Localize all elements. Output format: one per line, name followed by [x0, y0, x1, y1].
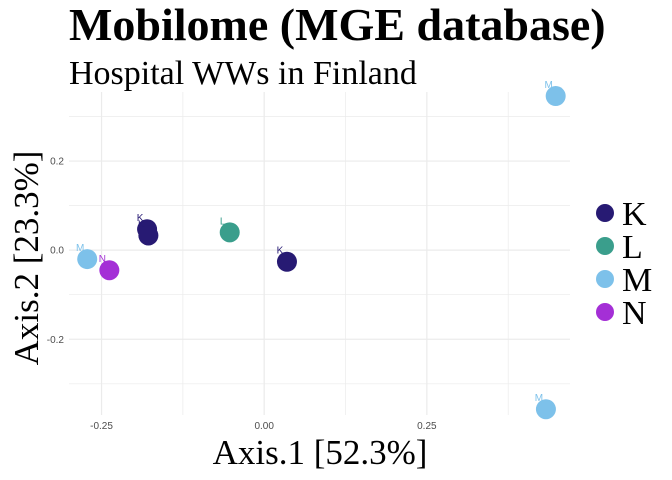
x-tick-label: -0.25: [90, 421, 113, 432]
y-tick-label: 0.0: [50, 246, 64, 257]
point-label: N: [99, 254, 106, 265]
legend-key: [596, 237, 614, 255]
point-label: K: [137, 213, 144, 224]
grid-lines: [69, 92, 570, 415]
x-tick-label: 0.00: [254, 421, 274, 432]
chart-subtitle: Hospital WWs in Finland: [69, 55, 417, 92]
point-label: L: [220, 216, 226, 227]
data-point: [545, 86, 566, 107]
legend-label: L: [622, 229, 643, 266]
data-point: [276, 251, 297, 272]
data-point: [99, 260, 120, 281]
legend-label: M: [622, 262, 652, 299]
data-point: [219, 222, 240, 243]
point-label: M: [545, 80, 553, 91]
y-axis-title: Axis.2 [23.3%]: [7, 151, 46, 366]
chart-title: Mobilome (MGE database): [69, 0, 606, 50]
data-point: [535, 399, 556, 420]
x-axis-title: Axis.1 [52.3%]: [213, 433, 428, 472]
legend-label: N: [622, 295, 647, 332]
tick-labels: -0.25 0.00 0.25 -0.2 0.0 0.2: [47, 157, 437, 432]
point-label: M: [535, 393, 543, 404]
y-tick-label: -0.2: [47, 335, 65, 346]
data-point: [77, 249, 98, 270]
legend-key: [596, 270, 614, 288]
x-tick-label: 0.25: [417, 421, 437, 432]
point-label: K: [138, 219, 145, 230]
legend-label: K: [622, 196, 647, 233]
legend-key: [596, 204, 614, 222]
point-label: M: [76, 243, 84, 254]
data-point: [138, 225, 159, 246]
point-label: K: [277, 246, 284, 257]
legend-key: [596, 303, 614, 321]
y-tick-label: 0.2: [50, 157, 64, 168]
